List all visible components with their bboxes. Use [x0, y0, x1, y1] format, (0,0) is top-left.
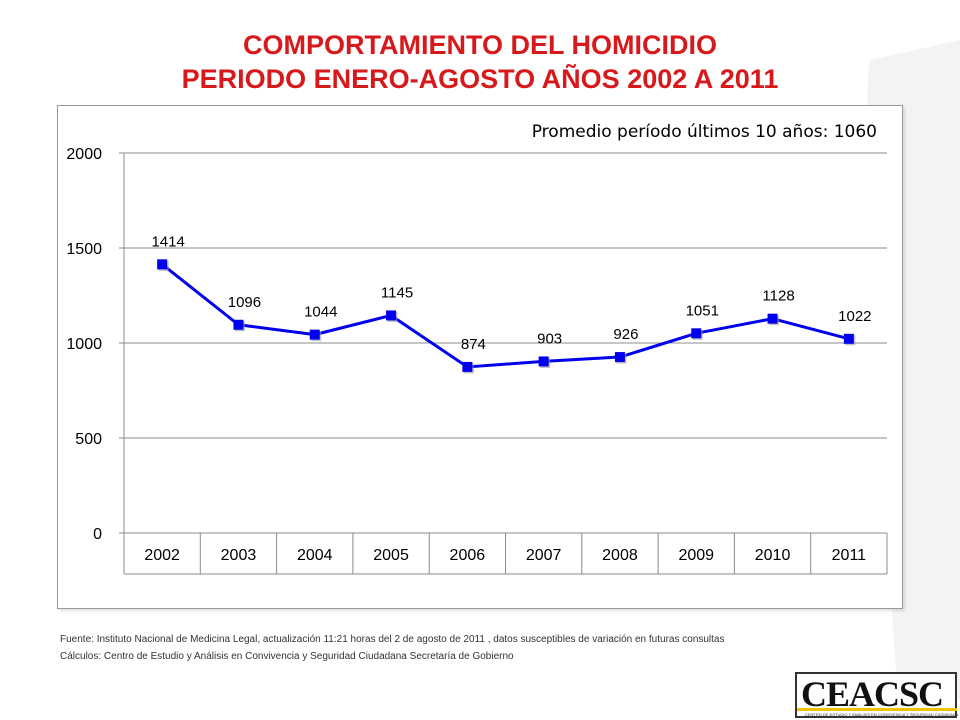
- data-point: [767, 313, 778, 324]
- footer-calculations: Cálculos: Centro de Estudio y Análisis e…: [60, 651, 514, 662]
- data-point: [691, 328, 702, 339]
- data-point: [614, 352, 625, 363]
- logo-accent-bar: [797, 708, 957, 711]
- data-label: 1051: [686, 302, 719, 319]
- series-line: [161, 263, 850, 369]
- data-label: 1414: [151, 233, 184, 250]
- data-label: 926: [613, 326, 638, 343]
- data-label: 1044: [304, 304, 337, 321]
- slide-title: COMPORTAMIENTO DEL HOMICIDIO PERIODO ENE…: [0, 28, 960, 96]
- logo-text: CEACSC: [801, 674, 944, 714]
- data-label: 874: [461, 336, 486, 353]
- chart-container: 0 500 1000 1500 2000 2002 2003 2004 2005 2006 2007…: [57, 105, 903, 609]
- data-label: 1128: [762, 288, 794, 305]
- data-point: [309, 329, 320, 340]
- data-label: 1145: [381, 284, 413, 301]
- data-label: 1096: [228, 294, 261, 311]
- data-point: [843, 333, 854, 344]
- footer-notes: Fuente: Instituto Nacional de Medicina L…: [60, 631, 725, 665]
- footer-source: Fuente: Instituto Nacional de Medicina L…: [60, 634, 725, 645]
- data-point: [157, 259, 168, 270]
- line-chart: 0 500 1000 1500 2000 2002 2003 2004 2005 2006 2007…: [66, 122, 888, 575]
- x-tick-label: 2004: [297, 547, 333, 564]
- data-point: [462, 361, 473, 372]
- y-tick-label: 2000: [66, 146, 102, 163]
- x-tick-label: 2008: [602, 547, 638, 564]
- ceacsc-logo: CEACSC CENTRO DE ESTUDIO Y ANÁLISIS EN C…: [795, 672, 959, 718]
- y-tick-label: 1500: [66, 241, 102, 258]
- data-label: 903: [537, 330, 562, 347]
- title-line-2: PERIODO ENERO-AGOSTO AÑOS 2002 A 2011: [181, 64, 779, 94]
- logo-subtitle: CENTRO DE ESTUDIO Y ANÁLISIS EN CONVIVEN…: [805, 712, 959, 717]
- data-point: [386, 310, 397, 321]
- data-label: 1022: [838, 308, 871, 325]
- x-tick-label: 2010: [755, 547, 791, 564]
- title-line-1: COMPORTAMIENTO DEL HOMICIDIO: [242, 30, 717, 60]
- x-tick-label: 2002: [144, 547, 180, 564]
- average-annotation: Promedio período últimos 10 años: 1060: [532, 122, 877, 142]
- x-tick-label: 2006: [450, 547, 486, 564]
- data-point: [233, 319, 244, 330]
- x-tick-label: 2003: [221, 547, 257, 564]
- y-tick-label: 1000: [66, 336, 102, 353]
- x-tick-label: 2007: [526, 547, 562, 564]
- x-tick-label: 2005: [373, 547, 409, 564]
- data-point: [538, 356, 549, 367]
- x-tick-label: 2009: [678, 547, 714, 564]
- y-tick-label: 0: [93, 526, 102, 543]
- x-tick-label: 2011: [832, 547, 867, 564]
- y-tick-label: 500: [75, 431, 102, 448]
